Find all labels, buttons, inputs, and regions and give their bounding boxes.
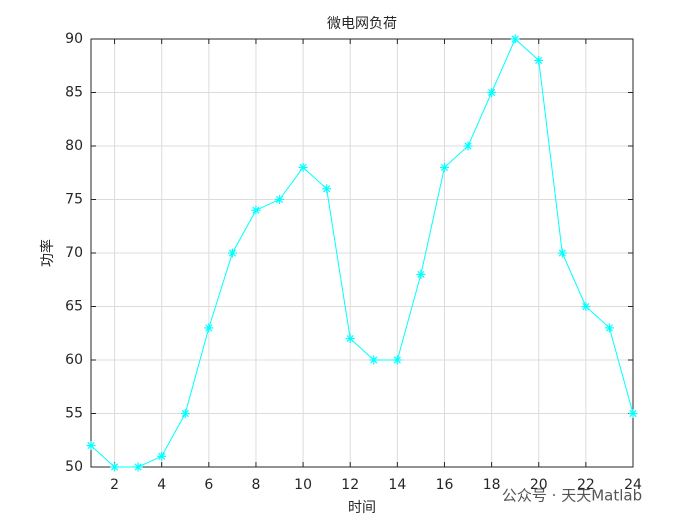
marker [204, 323, 214, 333]
x-tick-label: 18 [483, 477, 501, 493]
marker [251, 205, 261, 215]
y-tick-label: 50 [65, 459, 83, 475]
y-axis-label: 功率 [39, 239, 56, 267]
data-line [90, 38, 634, 468]
y-tick-label: 60 [65, 352, 83, 368]
marker-stroke [440, 163, 449, 171]
marker-stroke [181, 409, 189, 418]
marker [369, 355, 379, 365]
marker-stroke [417, 270, 425, 278]
y-tick-label: 65 [65, 299, 83, 315]
marker [439, 162, 449, 172]
y-tick-label: 85 [65, 85, 83, 101]
marker-stroke [370, 356, 378, 364]
marker-stroke [252, 206, 260, 214]
marker-stroke [228, 249, 236, 257]
chart-title: 微电网负荷 [327, 16, 397, 32]
x-tick-label: 22 [577, 477, 595, 493]
y-tick-label: 55 [65, 406, 83, 422]
marker-stroke [488, 88, 496, 97]
x-tick-label: 16 [436, 477, 454, 493]
marker-stroke [110, 463, 119, 471]
marker-stroke [158, 452, 166, 460]
marker-stroke [605, 324, 614, 332]
marker [487, 88, 497, 97]
x-axis-label: 时间 [348, 500, 376, 516]
marker [180, 409, 190, 418]
x-tick-label: 24 [624, 477, 642, 493]
x-tick-label: 8 [251, 477, 260, 493]
marker [227, 248, 237, 258]
marker [86, 441, 96, 451]
y-tick-label: 70 [65, 245, 83, 261]
marker [133, 462, 143, 472]
marker [604, 323, 614, 333]
marker [416, 269, 426, 279]
x-tick-label: 20 [530, 477, 548, 493]
marker [157, 451, 167, 461]
marker [345, 334, 355, 344]
marker [298, 162, 308, 172]
marker [628, 409, 638, 418]
marker-stroke [558, 249, 566, 257]
marker [392, 355, 402, 365]
x-tick-label: 6 [204, 477, 213, 493]
marker [110, 462, 120, 472]
watermark: 公众号 · 天天Matlab [502, 487, 642, 505]
marker [510, 34, 520, 44]
marker-stroke [629, 409, 637, 418]
marker [581, 302, 591, 311]
x-tick-label: 14 [388, 477, 406, 493]
marker-stroke [582, 302, 590, 311]
plot-frame [90, 38, 634, 468]
y-tick-label: 80 [65, 138, 83, 154]
marker-stroke [299, 163, 307, 171]
x-tick-label: 2 [110, 477, 119, 493]
marker [534, 55, 544, 65]
x-tick-label: 10 [294, 477, 312, 493]
marker [463, 141, 473, 151]
marker-stroke [535, 56, 543, 64]
marker-stroke [511, 35, 519, 43]
marker-stroke [205, 324, 213, 332]
marker-stroke [464, 142, 472, 150]
marker [275, 195, 285, 204]
x-tick-label: 12 [341, 477, 359, 493]
x-tick-label: 4 [157, 477, 166, 493]
y-tick-label: 75 [65, 192, 83, 208]
y-tick-label: 90 [65, 31, 83, 47]
marker-stroke [275, 195, 284, 204]
marker-stroke [393, 356, 401, 364]
marker [322, 184, 332, 194]
marker-stroke [346, 335, 354, 343]
marker-stroke [134, 463, 142, 471]
marker-stroke [323, 185, 331, 193]
marker [557, 248, 567, 258]
marker-stroke [87, 442, 95, 450]
